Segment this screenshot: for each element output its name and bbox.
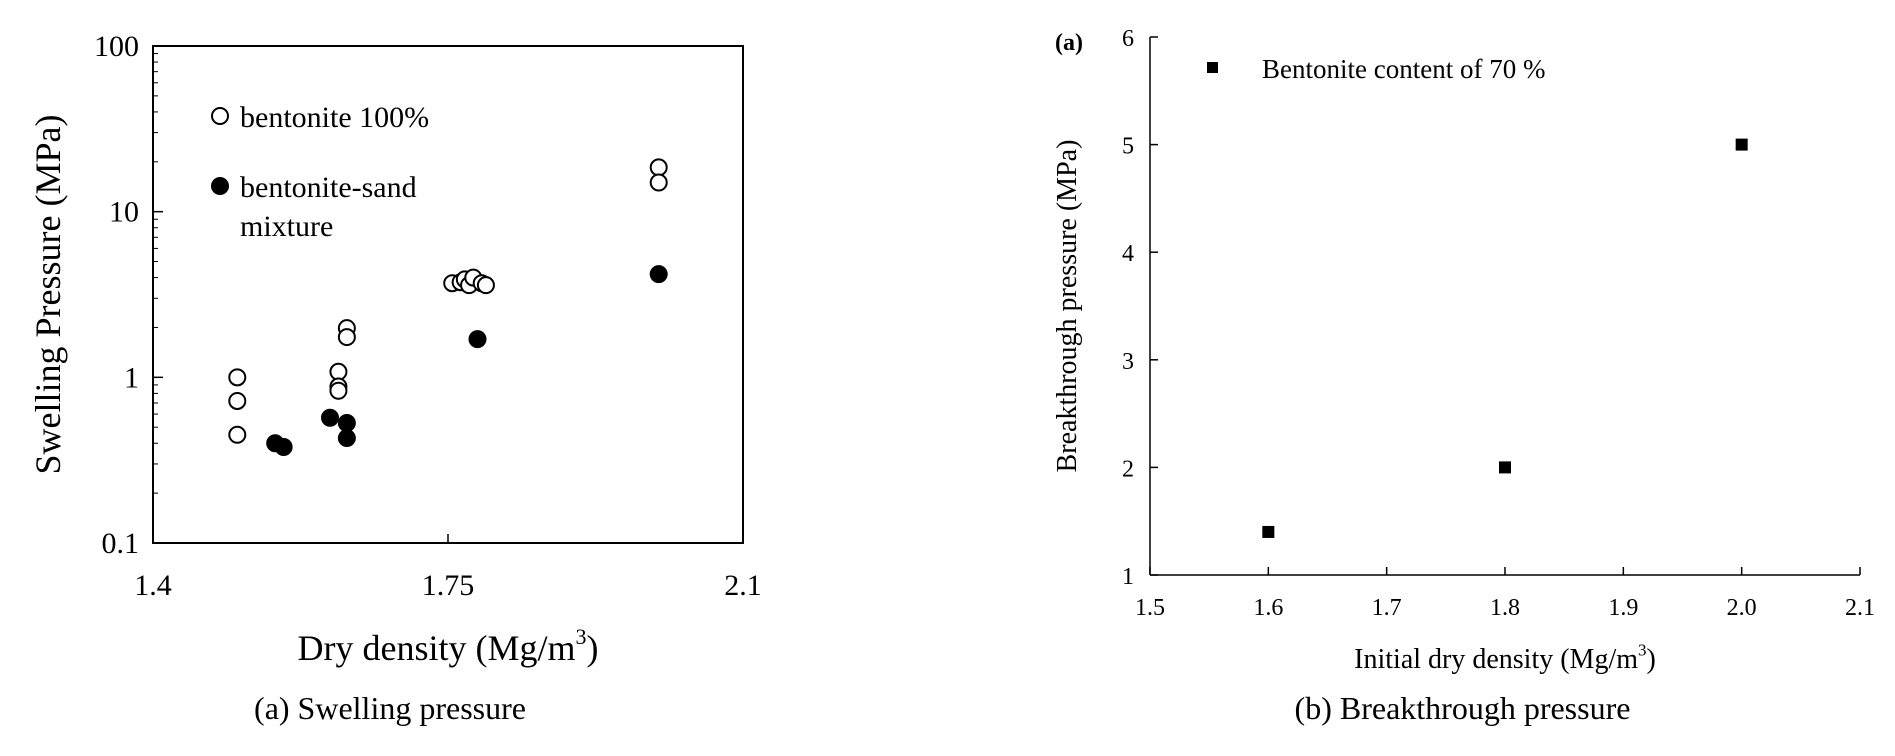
point-bentonite-100 [649,173,668,192]
point-bentonite-70 [1499,461,1511,474]
x-tick-label: 1.8 [1490,595,1520,621]
panel-tag: (a) [1055,30,1083,56]
legend-label-mixture: mixture [240,210,333,243]
y-tick-label: 100 [94,30,139,63]
point-bentonite-100 [476,276,495,295]
swelling-pressure-chart: 1.4 1.75 2.1 0.1 1 10 100 Dry density (Mg/m3) Sw… [28,30,762,668]
y-tick-label: 4 [1122,241,1134,267]
point-bentonite-100 [228,368,247,387]
point-bentonite-sand [337,414,356,433]
x-axis-label: Dry density (Mg/m3) [298,624,599,668]
point-bentonite-100 [329,362,348,381]
point-bentonite-100 [649,158,668,177]
legend-marker-bentonite-100 [211,107,229,125]
y-tick-label: 5 [1122,134,1134,160]
point-bentonite-70 [1262,525,1275,538]
y-tick-label: 1 [1122,564,1134,590]
legend-marker-bentonite-sand [211,177,229,195]
point-bentonite-100 [228,391,247,410]
breakthrough-pressure-chart: 1.5 1.6 1.7 1.8 1.9 2.0 2.1 1 2 3 4 5 6 (a) Initial dr… [1052,26,1875,675]
breakthrough-pressure-panel: 1.5 1.6 1.7 1.8 1.9 2.0 2.1 1 2 3 4 5 6 (a) Initial dr… [1030,0,1895,756]
x-tick-label: 1.7 [1372,595,1402,621]
point-bentonite-sand [337,429,356,448]
point-bentonite-sand [274,437,293,456]
legend-label-bentonite-100: bentonite 100% [240,101,429,134]
y-tick-label: 1 [124,361,139,394]
legend-marker-bentonite-70 [1207,62,1218,73]
x-tick-label: 2.0 [1727,595,1757,621]
point-bentonite-sand [468,330,487,349]
point-bentonite-sand [649,265,668,284]
x-tick-label: 1.75 [422,569,475,602]
x-tick-label: 1.4 [134,569,172,602]
x-tick-label: 2.1 [724,569,762,602]
y-tick-label: 2 [1122,456,1134,482]
y-tick-label: 6 [1122,26,1134,52]
x-axis-label: Initial dry density (Mg/m3) [1354,640,1656,675]
point-bentonite-70 [1735,138,1748,151]
x-tick-label: 1.9 [1608,595,1638,621]
y-tick-label: 0.1 [102,527,140,560]
x-tick-label: 1.6 [1253,595,1283,621]
caption-breakthrough-pressure: (b) Breakthrough pressure [1294,690,1631,726]
y-axis-label: Swelling Pressure (MPa) [28,115,68,475]
point-bentonite-100 [228,425,247,444]
x-tick-label: 2.1 [1845,595,1875,621]
x-tick-label: 1.5 [1135,595,1165,621]
y-tick-label: 3 [1122,349,1134,375]
caption-swelling-pressure: (a) Swelling pressure [254,690,526,726]
swelling-pressure-panel: 1.4 1.75 2.1 0.1 1 10 100 Dry density (Mg/m3) Sw… [0,0,780,756]
y-axis-label: Breakthrough pressure (MPa) [1052,140,1083,473]
legend-label-bentonite-70: Bentonite content of 70 % [1262,54,1545,84]
y-tick-label: 10 [109,196,139,229]
point-bentonite-100 [329,381,348,400]
point-bentonite-sand [321,408,339,427]
legend-label-bentonite-sand: bentonite-sand [240,171,417,204]
point-bentonite-100 [337,328,356,347]
